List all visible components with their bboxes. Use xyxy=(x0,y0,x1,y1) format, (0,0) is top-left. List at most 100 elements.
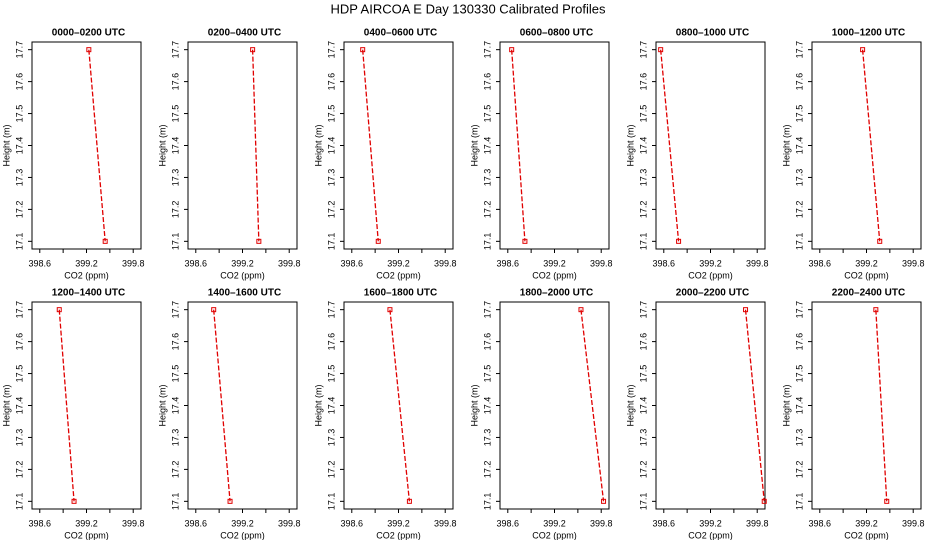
y-tick-label: 17.3 xyxy=(794,169,804,187)
x-tick-label: 399.8 xyxy=(746,258,769,268)
x-tick-label: 398.6 xyxy=(497,258,520,268)
x-tick-label: 398.6 xyxy=(29,258,52,268)
y-tick-label: 17.2 xyxy=(638,201,648,219)
y-tick-label: 17.4 xyxy=(482,137,492,155)
x-tick-label: 399.8 xyxy=(902,518,925,528)
y-tick-label: 17.6 xyxy=(794,333,804,351)
y-axis-label: Height (m) xyxy=(781,384,791,426)
x-tick-label: 399.2 xyxy=(387,518,410,528)
x-tick-label: 399.2 xyxy=(855,518,878,528)
panel-title: 1800–2000 UTC xyxy=(520,288,593,299)
y-tick-label: 17.6 xyxy=(638,333,648,351)
y-tick-label: 17.2 xyxy=(638,461,648,479)
x-tick-label: 399.8 xyxy=(434,258,457,268)
plot-frame xyxy=(655,301,766,510)
y-tick-label: 17.2 xyxy=(170,201,180,219)
y-tick-label: 17.1 xyxy=(170,493,180,511)
profile-point xyxy=(676,238,682,244)
y-tick-label: 17.7 xyxy=(170,301,180,319)
y-tick-label: 17.1 xyxy=(14,493,24,511)
y-tick-label: 17.1 xyxy=(638,233,648,251)
profile-point xyxy=(578,307,584,313)
x-tick-label: 398.6 xyxy=(497,518,520,528)
profile-line xyxy=(58,309,75,502)
panel-title: 2200–2400 UTC xyxy=(832,288,905,299)
y-tick-label: 17.3 xyxy=(170,169,180,187)
y-tick-label: 17.4 xyxy=(326,397,336,415)
y-tick-label: 17.7 xyxy=(638,301,648,319)
x-tick-label: 399.8 xyxy=(902,258,925,268)
y-tick-label: 17.5 xyxy=(170,365,180,383)
x-tick-label: 399.2 xyxy=(543,258,566,268)
profile-line xyxy=(362,49,379,242)
y-tick-label: 17.7 xyxy=(170,41,180,59)
panel-title: 0400–0600 UTC xyxy=(364,28,437,39)
profile-point xyxy=(509,47,515,53)
x-tick-label: 398.6 xyxy=(341,258,364,268)
y-tick-label: 17.7 xyxy=(14,41,24,59)
plot-frame xyxy=(31,41,142,250)
x-axis-label: CO2 (ppm) xyxy=(844,530,889,540)
y-tick-label: 17.3 xyxy=(638,429,648,447)
y-axis-label: Height (m) xyxy=(1,384,11,426)
x-tick-label: 399.8 xyxy=(590,258,613,268)
y-tick-label: 17.4 xyxy=(638,397,648,415)
panel-title: 1000–1200 UTC xyxy=(832,28,905,39)
profile-point xyxy=(250,47,256,53)
y-tick-label: 17.5 xyxy=(170,105,180,123)
x-tick-label: 399.2 xyxy=(387,258,410,268)
y-tick-label: 17.5 xyxy=(14,365,24,383)
x-tick-label: 398.6 xyxy=(653,518,676,528)
y-axis-label: Height (m) xyxy=(625,124,635,166)
profile-point xyxy=(601,498,607,504)
profile-point xyxy=(658,47,664,53)
profile-line xyxy=(511,49,526,242)
y-tick-label: 17.5 xyxy=(482,105,492,123)
y-tick-label: 17.3 xyxy=(170,429,180,447)
plot-frame xyxy=(811,41,922,250)
y-tick-label: 17.6 xyxy=(794,73,804,91)
profile-point xyxy=(406,498,412,504)
y-tick-label: 17.1 xyxy=(794,493,804,511)
x-axis-label: CO2 (ppm) xyxy=(688,270,733,280)
profile-line xyxy=(875,309,888,502)
y-tick-label: 17.3 xyxy=(14,169,24,187)
x-tick-label: 399.8 xyxy=(278,518,301,528)
y-tick-label: 17.6 xyxy=(482,73,492,91)
profile-line xyxy=(213,309,231,502)
panel-title: 0600–0800 UTC xyxy=(520,28,593,39)
y-axis-label: Height (m) xyxy=(469,124,479,166)
profile-line xyxy=(861,49,881,242)
profile-point xyxy=(877,238,883,244)
profile-point xyxy=(743,307,749,313)
y-tick-label: 17.1 xyxy=(14,233,24,251)
x-axis-label: CO2 (ppm) xyxy=(532,530,577,540)
y-tick-label: 17.5 xyxy=(482,365,492,383)
y-tick-label: 17.6 xyxy=(638,73,648,91)
y-axis-label: Height (m) xyxy=(313,124,323,166)
y-tick-label: 17.3 xyxy=(326,169,336,187)
profile-point xyxy=(860,47,866,53)
x-axis-label: CO2 (ppm) xyxy=(64,270,109,280)
profile-point xyxy=(761,498,767,504)
y-tick-label: 17.2 xyxy=(170,461,180,479)
panel-title: 1400–1600 UTC xyxy=(208,288,281,299)
y-axis-label: Height (m) xyxy=(313,384,323,426)
y-tick-label: 17.4 xyxy=(638,137,648,155)
x-tick-label: 398.6 xyxy=(809,258,832,268)
y-tick-label: 17.2 xyxy=(326,201,336,219)
y-tick-label: 17.3 xyxy=(14,429,24,447)
y-tick-label: 17.1 xyxy=(794,233,804,251)
x-tick-label: 399.8 xyxy=(278,258,301,268)
profile-point xyxy=(56,307,62,313)
x-tick-label: 399.2 xyxy=(231,518,254,528)
y-tick-label: 17.2 xyxy=(482,461,492,479)
y-tick-label: 17.6 xyxy=(326,73,336,91)
y-axis-label: Height (m) xyxy=(1,124,11,166)
y-tick-label: 17.4 xyxy=(170,397,180,415)
y-axis-label: Height (m) xyxy=(625,384,635,426)
plot-frame xyxy=(31,301,142,510)
profile-point xyxy=(102,238,108,244)
panel-title: 1600–1800 UTC xyxy=(364,288,437,299)
